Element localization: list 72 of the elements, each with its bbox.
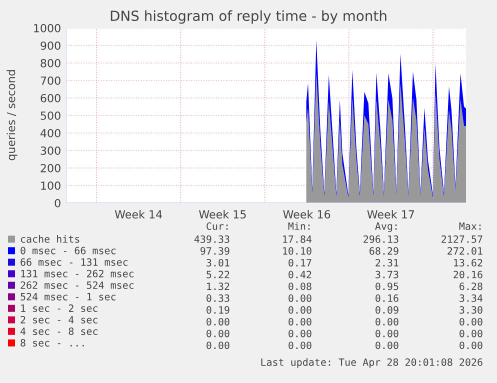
text: Cur:	[206, 222, 228, 230]
text: 2.31	[376, 258, 398, 267]
text: 0.00	[288, 306, 312, 314]
y-tick-label: 800	[40, 58, 60, 68]
x-tick-label: Week 17	[367, 210, 414, 219]
y-tick-label: 300	[40, 146, 60, 155]
text: 0.00	[288, 342, 312, 350]
chart-title: DNS histogram of reply time - by month	[110, 10, 386, 24]
text: 10.10	[283, 247, 312, 255]
text: Last update: Tue Apr 28 20:01:08 2026	[261, 358, 482, 368]
text: Max:	[459, 222, 481, 230]
text: 0.00	[460, 330, 482, 338]
text: 0.16	[376, 294, 398, 302]
text: 272.01	[448, 247, 482, 255]
y-axis-title: queries / second	[6, 70, 18, 160]
text: 5.22	[206, 270, 230, 278]
text: 0.09	[376, 306, 398, 314]
text: 3.34	[460, 294, 483, 302]
text: 0.00	[206, 342, 230, 350]
text: 0.00	[288, 318, 312, 326]
text: 0.00	[460, 318, 482, 326]
text: 0.00	[206, 318, 230, 326]
text: 1.32	[207, 282, 230, 290]
text: 0.00	[376, 342, 398, 350]
text: 3.30	[460, 306, 482, 314]
legend-label: 524 msec - 1 sec	[20, 292, 116, 300]
text: 0.95	[376, 282, 398, 290]
text: Avg:	[375, 222, 397, 232]
text: 68.29	[370, 247, 398, 255]
legend-label: 262 msec - 524 msec	[20, 281, 134, 289]
text: 17.84	[283, 235, 312, 243]
y-tick-label: 0	[54, 198, 60, 208]
y-tick-label: 900	[40, 41, 60, 50]
y-tick-label: 200	[40, 164, 60, 172]
y-tick-label: 500	[40, 111, 60, 120]
text: 0.00	[460, 342, 482, 350]
text: 0.00	[376, 330, 398, 338]
y-tick-label: 400	[40, 128, 60, 138]
text: 6.28	[460, 282, 482, 290]
x-tick-label: Week 15	[199, 210, 246, 219]
text: 0.00	[376, 318, 398, 326]
y-tick-label: 1000	[34, 24, 60, 32]
text: 97.39	[200, 247, 230, 255]
y-tick-label: 600	[40, 94, 60, 102]
text: 3.01	[206, 258, 230, 267]
text: 0.00	[288, 330, 312, 338]
text: 3.73	[376, 270, 398, 278]
text: 0.19	[206, 306, 230, 314]
legend-label: 1 sec - 2 sec	[21, 304, 98, 312]
legend-label: 131 msec - 262 msec	[21, 270, 134, 278]
x-tick-label: Week 16	[283, 210, 330, 219]
x-tick-label: Week 14	[114, 210, 162, 219]
text: 0.00	[206, 330, 230, 338]
legend-label: 2 sec - 4 sec	[20, 316, 98, 324]
legend-label: 66 msec - 131 msec	[20, 258, 128, 266]
text: 0.08	[288, 282, 312, 290]
y-tick-label: 700	[40, 76, 60, 85]
text: 296.13	[364, 235, 398, 243]
text: Min:	[288, 222, 310, 230]
legend-label: 0 msec - 66 msec	[20, 246, 116, 254]
text: 20.16	[454, 270, 482, 278]
text: 439.33	[194, 235, 230, 243]
text: 0.42	[288, 270, 312, 278]
legend-label: cache hits	[20, 235, 80, 243]
text: 0.17	[288, 258, 312, 267]
y-tick-label: 100	[41, 181, 60, 190]
text: 0.00	[288, 294, 312, 302]
text: 13.62	[454, 258, 482, 267]
text: 0.33	[206, 294, 230, 302]
text: 2127.57	[442, 235, 482, 243]
legend-label: 4 sec - 8 sec	[20, 327, 98, 336]
legend-label: 8 sec - ...	[20, 339, 84, 347]
